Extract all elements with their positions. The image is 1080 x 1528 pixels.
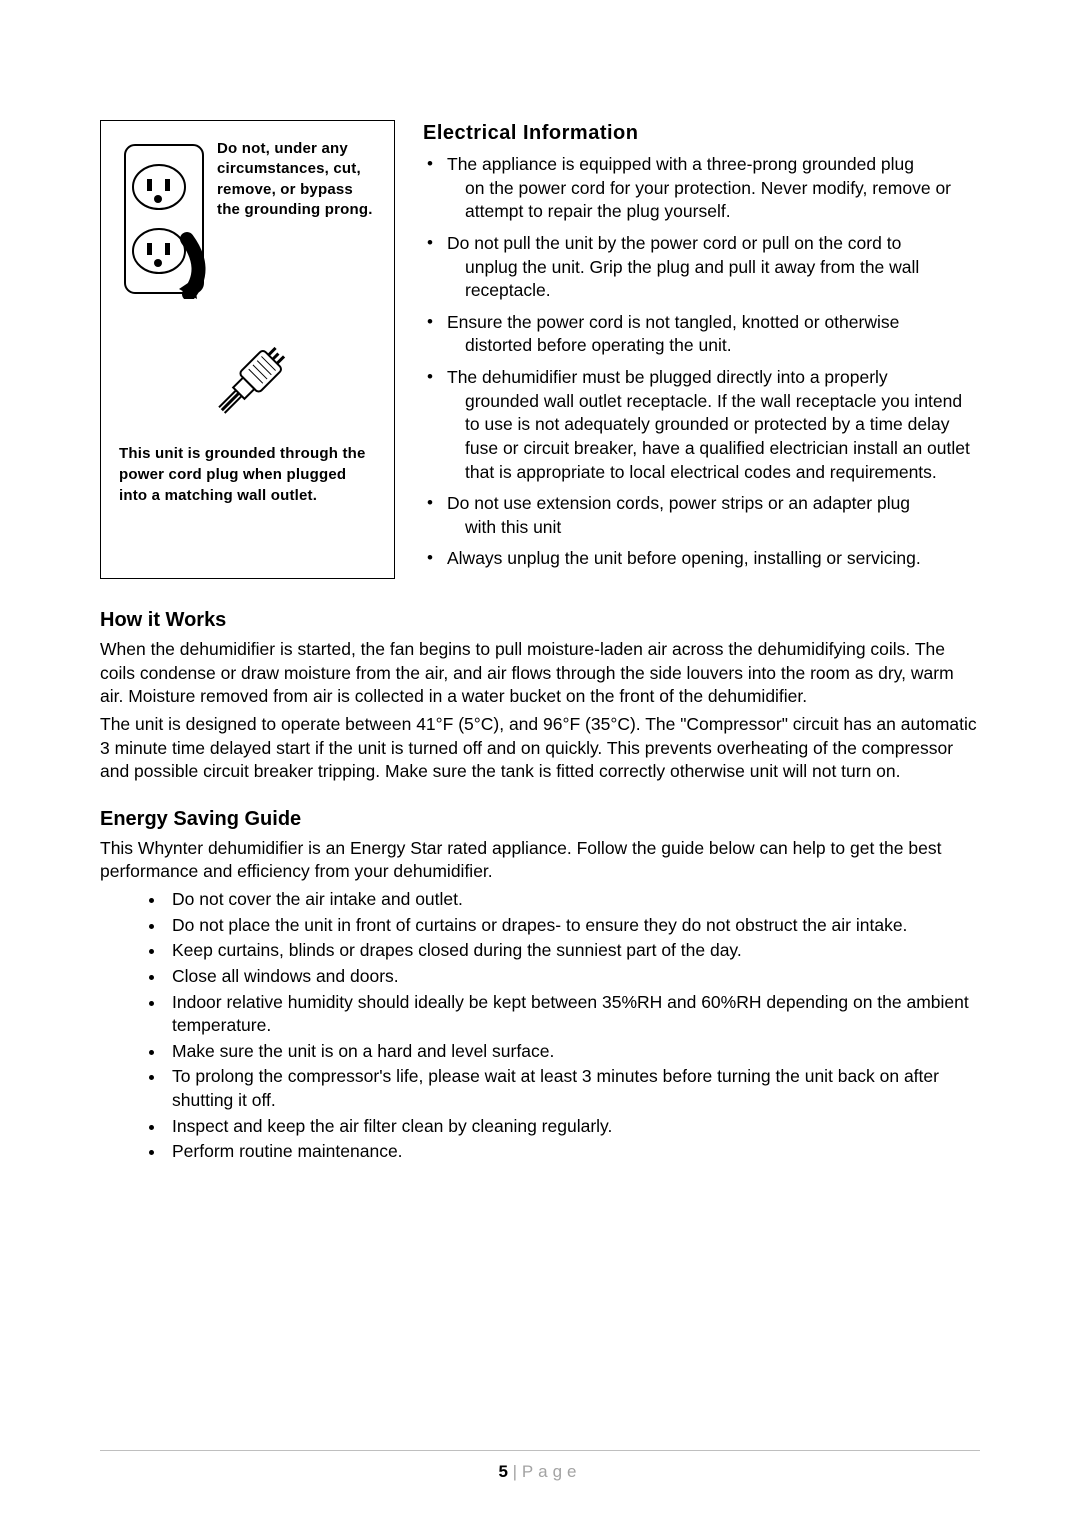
electrical-list-item: The appliance is equipped with a three-p… <box>423 153 980 224</box>
energy-saving-list: Do not cover the air intake and outlet.D… <box>100 888 980 1164</box>
energy-saving-list-item: Indoor relative humidity should ideally … <box>166 991 980 1038</box>
energy-saving-list-item: Make sure the unit is on a hard and leve… <box>166 1040 980 1064</box>
page-separator: | <box>508 1462 522 1481</box>
diagram-caption-text: This unit is grounded through the power … <box>119 443 376 506</box>
electrical-list-item: The dehumidifier must be plugged directl… <box>423 366 980 484</box>
energy-saving-list-item: Do not place the unit in front of curtai… <box>166 914 980 938</box>
energy-saving-list-item: To prolong the compressor's life, please… <box>166 1065 980 1112</box>
electrical-list-item: Do not use extension cords, power strips… <box>423 492 980 539</box>
diagram-upper-row: Do not, under any circumstances, cut, re… <box>119 139 376 299</box>
energy-saving-list-item: Inspect and keep the air filter clean by… <box>166 1115 980 1139</box>
how-it-works-heading: How it Works <box>100 607 980 634</box>
electrical-information-section: Electrical Information The appliance is … <box>423 120 980 579</box>
electrical-list-item-continuation: with this unit <box>447 516 980 540</box>
electrical-list-item-continuation: on the power cord for your protection. N… <box>447 177 980 224</box>
page-label: Page <box>522 1462 582 1481</box>
energy-saving-list-item: Do not cover the air intake and outlet. <box>166 888 980 912</box>
how-it-works-para-2: The unit is designed to operate between … <box>100 713 980 784</box>
electrical-list-item: Always unplug the unit before opening, i… <box>423 547 980 571</box>
electrical-info-heading: Electrical Information <box>423 120 980 147</box>
page-footer: 5 | Page <box>100 1450 980 1484</box>
wall-outlet-icon <box>119 139 209 299</box>
electrical-list-item: Do not pull the unit by the power cord o… <box>423 232 980 303</box>
electrical-list-item-continuation: grounded wall outlet receptacle. If the … <box>447 390 980 485</box>
top-section: Do not, under any circumstances, cut, re… <box>100 120 980 579</box>
electrical-list-item: Ensure the power cord is not tangled, kn… <box>423 311 980 358</box>
electrical-info-list: The appliance is equipped with a three-p… <box>423 153 980 571</box>
energy-saving-list-item: Keep curtains, blinds or drapes closed d… <box>166 939 980 963</box>
energy-saving-list-item: Close all windows and doors. <box>166 965 980 989</box>
power-plug-icon <box>208 339 288 429</box>
energy-saving-section: Energy Saving Guide This Whynter dehumid… <box>100 806 980 1164</box>
electrical-list-item-continuation: unplug the unit. Grip the plug and pull … <box>447 256 980 303</box>
plug-illustration-wrap <box>119 339 376 429</box>
diagram-warning-text: Do not, under any circumstances, cut, re… <box>217 139 376 220</box>
page-number: 5 <box>498 1462 507 1481</box>
electrical-list-item-continuation: distorted before operating the unit. <box>447 334 980 358</box>
energy-saving-list-item: Perform routine maintenance. <box>166 1140 980 1164</box>
energy-saving-heading: Energy Saving Guide <box>100 806 980 833</box>
how-it-works-section: How it Works When the dehumidifier is st… <box>100 607 980 784</box>
how-it-works-para-1: When the dehumidifier is started, the fa… <box>100 638 980 709</box>
energy-saving-intro: This Whynter dehumidifier is an Energy S… <box>100 837 980 884</box>
grounding-diagram-box: Do not, under any circumstances, cut, re… <box>100 120 395 579</box>
